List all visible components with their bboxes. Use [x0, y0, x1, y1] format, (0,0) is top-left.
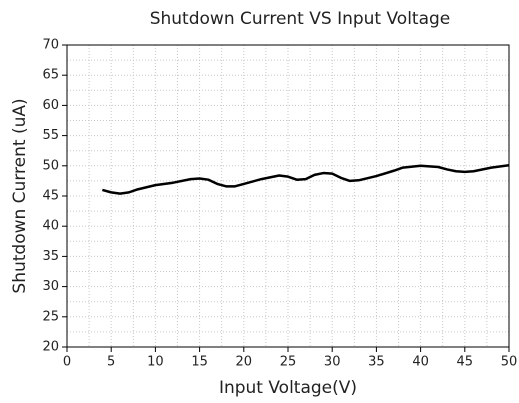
x-tick-label: 50: [501, 355, 518, 370]
x-tick-label: 40: [412, 355, 429, 370]
x-tick-label: 25: [280, 355, 297, 370]
x-tick-label: 10: [147, 355, 164, 370]
y-tick-label: 35: [42, 249, 59, 264]
y-tick-label: 40: [42, 219, 59, 234]
x-tick-label: 30: [324, 355, 341, 370]
y-tick-label: 20: [42, 340, 59, 355]
plot-frame: [66, 44, 510, 348]
x-tick-label: 35: [368, 355, 385, 370]
data-line: [102, 163, 510, 195]
x-tick-label: 0: [63, 355, 71, 370]
y-tick-label: 45: [42, 189, 59, 204]
y-tick-label: 25: [42, 309, 59, 324]
y-tick-label: 65: [42, 68, 59, 83]
x-tick-label: 15: [191, 355, 208, 370]
y-tick-label: 70: [42, 38, 59, 53]
y-tick-label: 55: [42, 128, 59, 143]
x-tick-label: 45: [457, 355, 474, 370]
y-axis-title: Shutdown Current (uA): [10, 98, 30, 293]
x-tick-label: 20: [236, 355, 253, 370]
chart-title: Shutdown Current VS Input Voltage: [150, 9, 451, 29]
x-axis-title: Input Voltage(V): [219, 378, 357, 398]
y-tick-label: 30: [42, 279, 59, 294]
y-tick-label: 60: [42, 98, 59, 113]
x-tick-label: 5: [107, 355, 115, 370]
y-tick-label: 50: [42, 158, 59, 173]
